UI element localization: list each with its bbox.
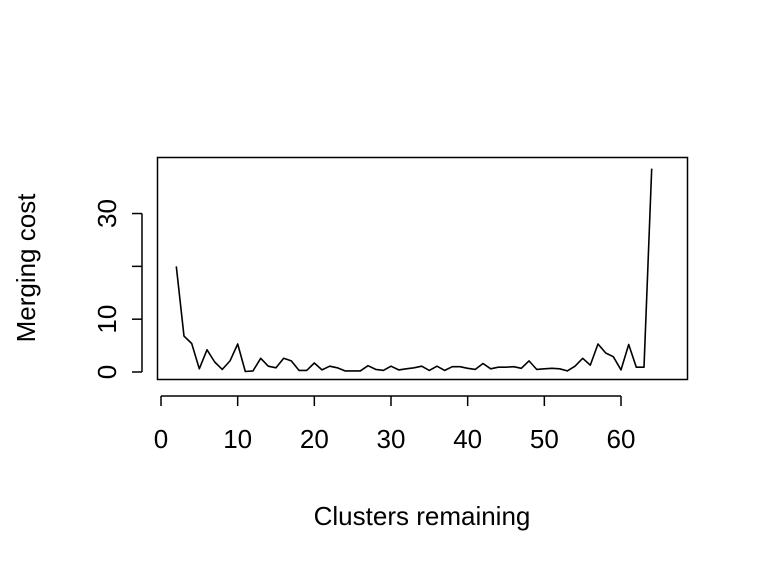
series-line xyxy=(175,168,653,373)
y-axis-label: Merging cost xyxy=(11,193,41,343)
x-tick-label: 10 xyxy=(223,424,252,454)
x-tick-label: 0 xyxy=(154,424,168,454)
x-axis: 0 10 20 30 40 50 60 xyxy=(154,395,636,454)
x-axis-label: Clusters remaining xyxy=(314,501,531,531)
x-tick-label: 20 xyxy=(300,424,329,454)
y-tick-label: 10 xyxy=(92,305,122,334)
y-tick-label: 0 xyxy=(92,365,122,379)
x-tick-label: 60 xyxy=(607,424,636,454)
y-tick-label: 30 xyxy=(92,199,122,228)
x-tick-label: 30 xyxy=(377,424,406,454)
x-tick-label: 50 xyxy=(530,424,559,454)
x-tick-label: 40 xyxy=(453,424,482,454)
y-axis: 0 10 30 xyxy=(92,199,143,379)
plot-frame xyxy=(156,156,689,381)
